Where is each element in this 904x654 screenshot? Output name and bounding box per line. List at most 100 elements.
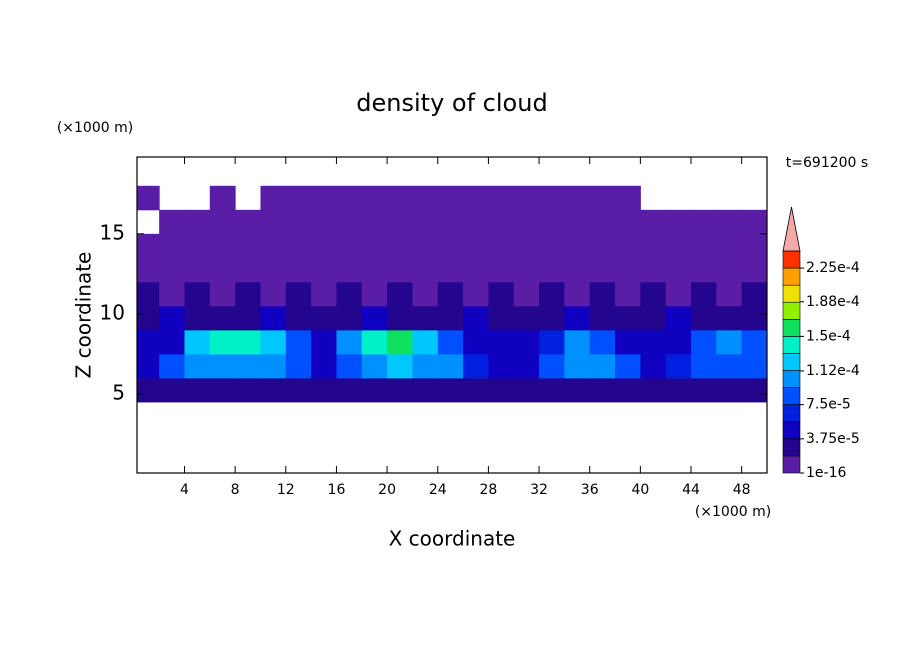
field-cell [285,329,312,355]
field-cell [539,209,565,235]
field-cell [640,377,667,403]
field-cell [184,353,211,379]
colorbar-band [782,284,801,303]
field-cell [209,233,236,259]
field-cell [716,257,743,283]
field-cell [463,305,489,331]
y-tick-label: 5 [112,380,125,404]
field-cell [539,281,565,307]
field-cell [615,329,641,355]
field-cell [665,281,692,307]
field-cell [235,209,261,235]
field-cell [665,305,692,331]
field-cell [488,209,515,235]
field-cell [412,353,439,379]
field-cell [137,377,160,403]
x-tick-label: 4 [180,482,189,498]
field-cell [260,353,287,379]
field-cell [564,257,591,283]
field-cell [184,377,211,403]
field-cell [589,209,616,235]
field-cell [184,233,211,259]
field-cell [361,209,388,235]
y-axis-label: Z coordinate [72,252,96,379]
field-cell [691,257,717,283]
field-cell [361,353,388,379]
field-cell [412,305,439,331]
field-cell [184,281,211,307]
field-cell [336,185,363,211]
field-cell [615,377,641,403]
colorbar-band [782,336,801,354]
field-cell [184,209,211,235]
field-cell [665,329,692,355]
field-cell [513,305,540,331]
field-cell [716,353,743,379]
field-cell [691,329,717,355]
field-cell [539,257,565,283]
field-cell [387,233,413,259]
field-cell [336,233,363,259]
chart-title: density of cloud [356,89,547,117]
field-cell [665,353,692,379]
field-cell [209,329,236,355]
field-cell [260,305,287,331]
field-cell [361,257,388,283]
field-cell [159,329,185,355]
field-cell [539,353,565,379]
field-cell [159,233,185,259]
field-cell [137,281,160,307]
field-cell [691,353,717,379]
field-cell [463,377,489,403]
field-cell [716,329,743,355]
field-cell [159,305,185,331]
field-cell [311,305,337,331]
colorbar-band [782,370,801,388]
annotation: t=691200 s [786,155,868,171]
field-cell [336,209,363,235]
field-cell [640,281,667,307]
x-tick-label: 24 [429,482,447,498]
field-cell [137,329,160,355]
field-cell [285,209,312,235]
field-cell [260,257,287,283]
field-cell [311,209,337,235]
field-cell [691,281,717,307]
field-cell [741,353,767,379]
x-tick-label: 44 [682,482,700,498]
field-cell [437,257,464,283]
field-cell [387,185,413,211]
x-tick-label: 12 [277,482,295,498]
field-cell [285,257,312,283]
field-cell [336,353,363,379]
field-cell [336,377,363,403]
colorbar-extend [782,206,801,252]
field-cell [539,377,565,403]
field-cell [311,353,337,379]
field-cell [311,281,337,307]
colorbar-band [782,319,801,337]
field-cell [137,185,160,211]
field-cell [488,257,515,283]
field-cell [387,209,413,235]
field-cell [488,353,515,379]
field-cell [235,329,261,355]
field-cell [235,281,261,307]
field-cell [336,305,363,331]
field-cell [260,281,287,307]
field-cell [209,305,236,331]
x-tick-label: 28 [479,482,497,498]
field-cell [741,377,767,403]
field-cell [260,209,287,235]
field-cell [463,257,489,283]
field-cell [311,377,337,403]
field-cell [184,329,211,355]
field-cell [285,233,312,259]
field-cell [137,257,160,283]
y-tick-label: 15 [100,220,125,244]
x-tick-label: 20 [378,482,396,498]
field-cell [209,257,236,283]
field-cell [513,377,540,403]
field-cell [412,233,439,259]
field-cell [564,305,591,331]
